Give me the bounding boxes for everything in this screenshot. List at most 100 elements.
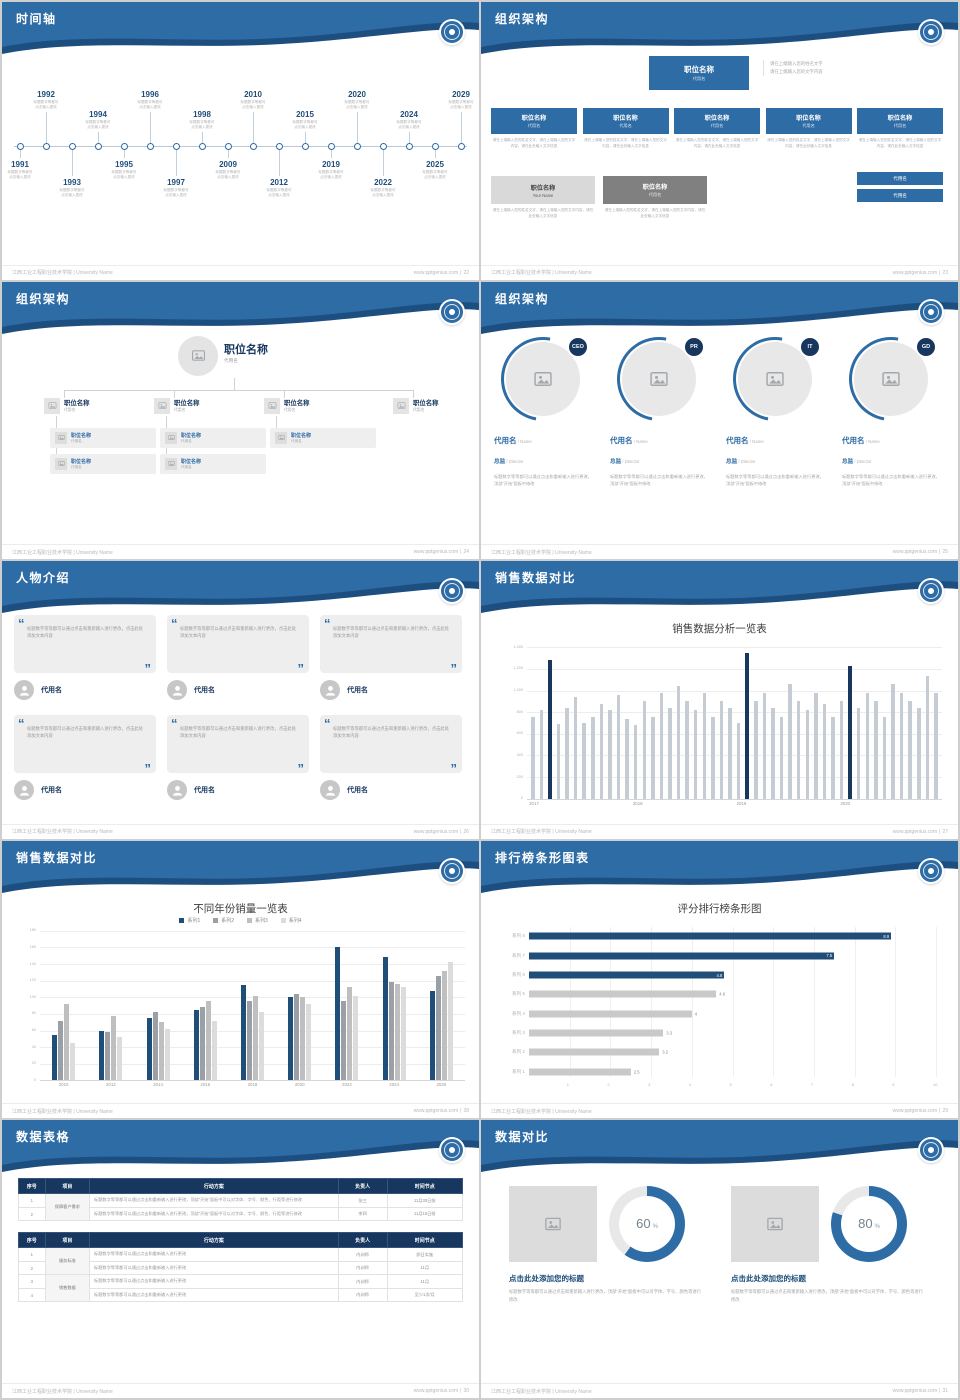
org-box-caption: 请在上端输入您的姓名文字，请在上端输入您的文字内容，请在此处输入文字信息 [492, 138, 576, 148]
timeline-item: 2009 标题数字等都可 点击输入更改 [202, 160, 254, 180]
table-cell-project: 保障客户需求 [44, 1193, 91, 1222]
gridline [732, 926, 734, 1078]
bar [762, 692, 767, 799]
timeline-connector [357, 112, 358, 146]
x-tick-label: 2 [607, 1082, 610, 1088]
bar-group: 2024 [382, 931, 406, 1087]
person-card: “标题数字等等都可以通过点击和重新输入进行更改，点击此处添加文本内容 ” 代用名 [14, 715, 156, 801]
slide-org-chart-boxes: 组织架构 职位名称 代用名 请在上端输入您的姓名文字 请在上端输入您的文字内容 职位名称… [481, 2, 958, 280]
timeline-caption: 标题数字等都可 点击输入更改 [279, 120, 331, 130]
footer-page-number: 29 [942, 1108, 948, 1115]
panel-description: 标题数字等等都可以通过点击和重新输入进行更改，顶部“开始”面板中可以对字体、字号… [731, 1289, 923, 1302]
timeline-caption: 标题数字等都可 点击输入更改 [98, 170, 150, 180]
timeline-year: 2009 [219, 160, 237, 169]
slide-footer: 江西工业工程职业技术学院 | University Name www.pptge… [2, 1383, 479, 1398]
org-subitem-text: 职位名称 代用名 [181, 432, 201, 444]
bar-groups: 2010 2012 2014 2016 2018 2020 2022 2024 2026 [40, 931, 465, 1087]
profile-name: 代用名 [610, 435, 633, 445]
bar [642, 701, 647, 799]
bar [899, 692, 904, 799]
org-subitem: 职位名称 代用名 [160, 453, 266, 474]
y-tick-label: 1,400 [513, 644, 523, 649]
timeline-item: 1997 标题数字等都可 点击输入更改 [150, 178, 202, 198]
footer-page-number: 24 [463, 549, 469, 556]
slide-title: 时间轴 [16, 12, 57, 26]
quote-card: “标题数字等等都可以通过点击和重新输入进行更改，点击此处添加文本内容 ” [320, 615, 462, 674]
connector-line [276, 415, 277, 428]
donut-hole: 80% [841, 1196, 897, 1253]
donut-chart: 60% [609, 1186, 685, 1263]
footer-school-name: 江西工业工程职业技术学院 | University Name [491, 829, 592, 836]
footer-separator: | [939, 1388, 941, 1394]
bar-group: 2020 [288, 931, 312, 1087]
table-header-cell: 序号 [18, 1232, 46, 1249]
donut-percent: 60 [636, 1216, 651, 1232]
bar: 8.9 [529, 932, 892, 940]
position-code: 代用名 [527, 123, 541, 128]
timeline-caption: 标题数字等都可 点击输入更改 [357, 188, 409, 198]
position-name: 职位名称 [284, 399, 310, 407]
timeline-caption: 标题数字等都可 点击输入更改 [46, 188, 98, 198]
person-card: “标题数字等等都可以通过点击和重新输入进行更改，点击此处添加文本内容 ” 代用名 [14, 615, 156, 701]
bar [529, 1029, 664, 1037]
gridline [773, 926, 775, 1078]
image-placeholder [731, 1186, 819, 1263]
bar [347, 987, 353, 1081]
gridline [569, 926, 571, 1078]
panel-description: 标题数字等等都可以通过点击和重新输入进行更改，顶部“开始”面板中可以对字体、字号… [509, 1289, 701, 1302]
timeline-connector [124, 146, 125, 158]
bar [814, 692, 818, 799]
open-quote-icon: “ [171, 716, 178, 732]
school-logo-icon [439, 298, 465, 325]
image-placeholder-icon [277, 435, 285, 441]
person-row: 代用名 [167, 680, 309, 701]
timeline-caption-line: 点击输入更改 [139, 104, 161, 109]
org-box-caption: 请在上端输入您的姓名文字，请在上端输入您的文字内容，请在此处输入文字信息 [858, 138, 942, 148]
footer-page-number: 22 [463, 269, 469, 276]
footer-site: www.pptgenius.com [413, 828, 459, 835]
image-placeholder [55, 457, 67, 470]
footer-page-number: 27 [942, 828, 948, 835]
timeline-connector [150, 112, 151, 146]
image-placeholder-icon [766, 371, 784, 386]
person-icon [19, 785, 29, 796]
panel-heading: 点击此处添加您的标题 [731, 1274, 806, 1284]
logo-dot [928, 1147, 934, 1154]
image-placeholder [165, 431, 177, 444]
panel-heading: 点击此处添加您的标题 [509, 1274, 584, 1284]
timeline-dot [94, 142, 102, 150]
panel-media-row: 60% [509, 1186, 701, 1263]
value-label: 2.5 [633, 1069, 640, 1075]
timeline-caption-line: 标题数字等都可 [396, 119, 422, 124]
panel-media-row: 80% [731, 1186, 923, 1263]
donut-hole: 60% [619, 1196, 675, 1253]
slide-sales-chart-monthly: 销售数据对比 销售数据分析一览表 1,400 1,200 1,000 800 600 400… [481, 561, 958, 839]
donut-value: 80% [858, 1215, 880, 1233]
person-quote: 标题数字等等都可以通过点击和重新输入进行更改，点击此处添加文本内容 [333, 726, 449, 739]
gridline [40, 930, 465, 932]
y-tick-label: 0 [520, 796, 523, 801]
table-cell-value: 内训师 [337, 1247, 388, 1262]
gridline [651, 926, 653, 1078]
profile-name: 代用名 [726, 435, 749, 445]
timeline-caption-line: 点击输入更改 [9, 175, 31, 180]
bar-group: 2018 [240, 931, 264, 1087]
bar [779, 716, 784, 799]
tables-canvas: 序号 项目 行动方案 负责人 时间节点 1 保障客户需求 标题数字等等都可以通过点击和重新输入… [2, 1170, 479, 1383]
bar [111, 1015, 117, 1081]
x-tick-label: 2024 [389, 1082, 400, 1088]
value-label: 8.9 [883, 933, 890, 939]
school-logo-icon [918, 19, 944, 45]
open-quote-icon: “ [18, 716, 25, 732]
footer-separator: | [460, 1108, 462, 1115]
legend-label: 系列2 [221, 917, 234, 924]
timeline-dot [405, 142, 413, 150]
timeline-dot [120, 142, 128, 150]
bar [668, 707, 672, 799]
avatar [320, 680, 340, 701]
timeline-item: 2029 标题数字等都可 点击输入更改 [435, 90, 479, 110]
logo-inner-ring [923, 24, 939, 40]
image-placeholder [165, 457, 177, 470]
x-tick-label: 1 [566, 1082, 569, 1088]
profile-name-en: / Name [864, 438, 880, 444]
